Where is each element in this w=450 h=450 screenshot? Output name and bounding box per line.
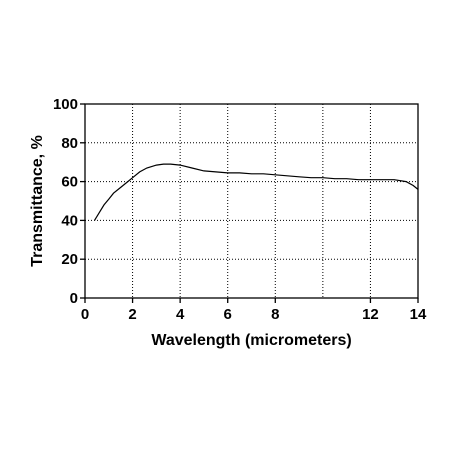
x-tick-label: 8 bbox=[271, 306, 279, 323]
plot-area-frame bbox=[84, 103, 419, 299]
x-tick-label: 0 bbox=[81, 306, 89, 323]
grid-lines bbox=[85, 104, 418, 298]
y-tick-label: 0 bbox=[70, 290, 78, 307]
y-tick-label: 60 bbox=[61, 174, 78, 191]
y-tick-label: 20 bbox=[61, 251, 78, 268]
y-tick-label: 100 bbox=[53, 96, 78, 113]
tick-marks bbox=[80, 103, 419, 303]
x-tick-label: 14 bbox=[410, 306, 427, 323]
y-tick-label: 40 bbox=[61, 212, 78, 229]
x-tick-label: 2 bbox=[128, 306, 136, 323]
x-tick-label: 4 bbox=[176, 306, 185, 323]
y-axis-tick-labels: 0 20 40 60 80 100 bbox=[53, 96, 78, 307]
y-axis-title: Transmittance, % bbox=[29, 135, 46, 267]
x-tick-label: 12 bbox=[362, 306, 379, 323]
transmittance-series-line bbox=[93, 163, 419, 221]
x-axis-tick-labels: 0 2 4 6 8 12 14 bbox=[81, 306, 427, 323]
y-tick-label: 80 bbox=[61, 135, 78, 152]
x-tick-label: 6 bbox=[224, 306, 232, 323]
x-axis-title: Wavelength (micrometers) bbox=[151, 332, 351, 349]
